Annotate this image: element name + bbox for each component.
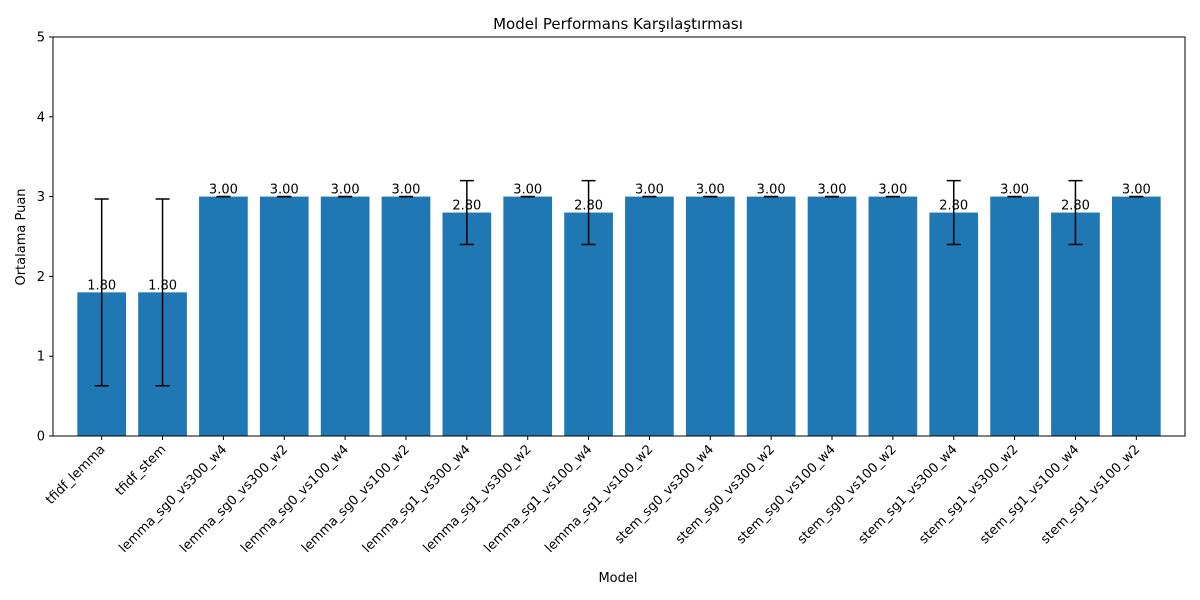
bar [503, 196, 553, 436]
data-labels-group: 1.80 1.80 3.00 3.00 3.00 3.00 2.80 3.00 2.80 3.00… [87, 183, 1151, 294]
bar [746, 196, 796, 436]
x-tick-label: stem_sg1_vs300_w2 [916, 442, 1021, 547]
bar [259, 196, 309, 436]
data-label: 3.00 [270, 183, 299, 198]
x-tick-label: stem_sg1_vs300_w4 [856, 442, 961, 547]
data-label: 3.00 [635, 183, 664, 198]
bar [199, 196, 248, 436]
bar [564, 212, 613, 436]
data-label: 2.80 [452, 199, 481, 214]
x-tick-label: lemma_sg1_vs100_w4 [482, 442, 596, 556]
data-label: 3.00 [209, 183, 238, 198]
x-tick-label: tfidf_stem [113, 442, 170, 499]
y-tick-label: 1 [37, 350, 45, 365]
data-label: 2.80 [1061, 199, 1090, 214]
x-tick-label: lemma_sg1_vs300_w2 [421, 442, 535, 556]
data-label: 1.80 [87, 278, 116, 293]
x-tick-label: lemma_sg0_vs100_w4 [238, 442, 352, 556]
error-bars-group [94, 179, 1144, 387]
x-tick-label: lemma_sg0_vs100_w2 [299, 442, 413, 556]
data-label: 3.00 [331, 183, 360, 198]
data-label: 3.00 [818, 183, 847, 198]
data-label: 3.00 [513, 183, 542, 198]
y-tick-label: 2 [37, 270, 45, 285]
x-tick-label: lemma_sg1_vs100_w2 [542, 442, 656, 556]
y-tick-label: 4 [37, 110, 45, 125]
data-label: 3.00 [1000, 183, 1029, 198]
x-tick-label: stem_sg1_vs100_w2 [1038, 442, 1143, 547]
bar [990, 196, 1039, 436]
data-label: 3.00 [757, 183, 786, 198]
bar [320, 196, 370, 436]
x-axis-label: Model [598, 571, 637, 586]
bar [1111, 196, 1161, 436]
y-axis-label: Ortalama Puan [14, 188, 29, 285]
bar [685, 196, 735, 436]
y-tick-label: 5 [37, 31, 45, 46]
x-tick-label: lemma_sg0_vs300_w2 [177, 442, 291, 556]
y-tick-label: 0 [37, 430, 45, 445]
data-label: 3.00 [878, 183, 907, 198]
x-axis: tfidf_lemma tfidf_stemlemma_sg0_vs300_w4l… [43, 436, 1143, 556]
data-label: 3.00 [1122, 183, 1151, 198]
bar [442, 212, 492, 436]
data-label: 3.00 [696, 183, 725, 198]
bar [868, 196, 918, 436]
bar [807, 196, 857, 436]
x-tick-label: stem_sg0_vs300_w4 [612, 442, 717, 547]
x-tick-label: stem_sg0_vs100_w4 [734, 442, 839, 547]
data-label: 2.80 [574, 199, 603, 214]
y-axis: 0 1 2 3 4 5 [37, 31, 53, 445]
bar [1051, 212, 1100, 436]
bar [929, 212, 979, 436]
data-label: 3.00 [392, 183, 421, 198]
x-tick-label: tfidf_lemma [43, 442, 108, 507]
y-tick-label: 3 [37, 190, 45, 205]
bars-group [77, 196, 1161, 436]
x-tick-label: stem_sg0_vs300_w2 [673, 442, 778, 547]
chart-title: Model Performans Karşılaştırması [493, 15, 743, 33]
data-label: 2.80 [939, 199, 968, 214]
x-tick-label: lemma_sg0_vs300_w4 [116, 442, 230, 556]
bar [381, 196, 431, 436]
x-tick-label: stem_sg0_vs100_w2 [795, 442, 900, 547]
plot-frame [52, 36, 1186, 437]
x-tick-label: lemma_sg1_vs300_w4 [360, 442, 474, 556]
data-label: 1.80 [148, 278, 177, 293]
bar [625, 196, 674, 436]
x-tick-label: stem_sg1_vs100_w4 [977, 442, 1082, 547]
